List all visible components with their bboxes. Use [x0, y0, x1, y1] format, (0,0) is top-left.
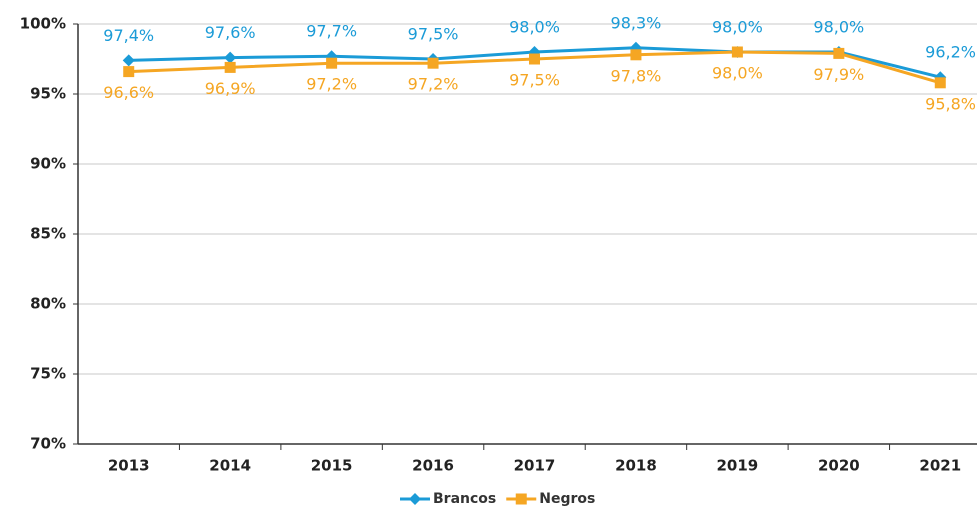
- data-point: [123, 66, 135, 78]
- x-tick-label: 2017: [514, 457, 556, 475]
- data-label: 95,8%: [925, 94, 976, 113]
- data-label: 97,2%: [408, 75, 459, 94]
- data-point: [529, 53, 540, 65]
- x-tick-label: 2014: [209, 457, 251, 475]
- data-point: [731, 46, 743, 58]
- y-tick-label: 80%: [30, 295, 66, 313]
- data-label: 97,6%: [205, 23, 256, 42]
- data-label: 98,3%: [611, 13, 662, 32]
- legend-label: Negros: [539, 491, 595, 507]
- data-label: 96,9%: [205, 79, 256, 98]
- data-point: [427, 57, 439, 69]
- data-point: [833, 47, 845, 59]
- data-label: 97,5%: [408, 25, 459, 44]
- x-tick-label: 2015: [311, 457, 353, 475]
- x-tick-label: 2020: [818, 457, 860, 475]
- data-label: 96,6%: [103, 83, 154, 102]
- data-point: [326, 57, 338, 69]
- data-label: 98,0%: [509, 18, 560, 37]
- data-point: [934, 77, 946, 89]
- data-point: [224, 51, 237, 64]
- data-label: 98,0%: [712, 18, 763, 37]
- data-label: 97,9%: [813, 65, 864, 84]
- y-tick-label: 75%: [30, 365, 66, 383]
- legend-marker: [515, 493, 527, 505]
- x-tick-label: 2018: [615, 457, 657, 475]
- y-tick-label: 85%: [30, 225, 66, 243]
- legend-marker: [409, 493, 421, 505]
- x-tick-label: 2016: [412, 457, 454, 475]
- y-tick-label: 100%: [20, 15, 66, 33]
- y-tick-label: 70%: [30, 435, 66, 453]
- data-label: 96,2%: [925, 43, 976, 62]
- x-tick-label: 2021: [919, 457, 961, 475]
- data-label: 97,7%: [306, 22, 357, 41]
- data-point: [122, 54, 135, 67]
- data-label: 97,2%: [306, 75, 357, 94]
- data-point: [630, 49, 642, 61]
- data-label: 98,0%: [813, 18, 864, 37]
- legend-label: Brancos: [433, 491, 496, 507]
- y-tick-label: 90%: [30, 155, 66, 173]
- data-point: [224, 61, 236, 73]
- x-tick-label: 2019: [717, 457, 759, 475]
- y-tick-label: 95%: [30, 85, 66, 103]
- data-label: 98,0%: [712, 64, 763, 83]
- x-tick-label: 2013: [108, 457, 150, 475]
- data-label: 97,5%: [509, 71, 560, 90]
- data-label: 97,8%: [611, 66, 662, 85]
- data-label: 97,4%: [103, 26, 154, 45]
